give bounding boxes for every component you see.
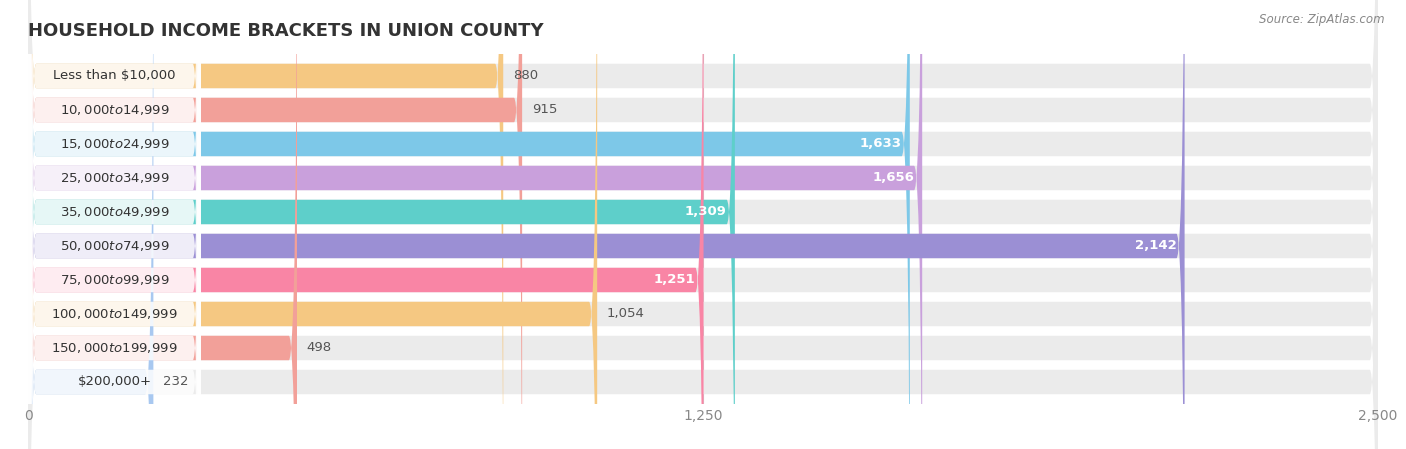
Text: HOUSEHOLD INCOME BRACKETS IN UNION COUNTY: HOUSEHOLD INCOME BRACKETS IN UNION COUNT… [28, 22, 544, 40]
Text: $15,000 to $24,999: $15,000 to $24,999 [59, 137, 169, 151]
Text: 1,656: 1,656 [872, 172, 914, 185]
FancyBboxPatch shape [28, 0, 1378, 449]
FancyBboxPatch shape [28, 0, 1378, 449]
FancyBboxPatch shape [28, 0, 1378, 449]
FancyBboxPatch shape [28, 0, 201, 449]
Text: Less than $10,000: Less than $10,000 [53, 70, 176, 83]
FancyBboxPatch shape [28, 0, 297, 449]
FancyBboxPatch shape [28, 0, 201, 449]
FancyBboxPatch shape [28, 0, 201, 449]
Text: 1,054: 1,054 [607, 308, 645, 321]
FancyBboxPatch shape [28, 0, 153, 449]
Text: 1,309: 1,309 [685, 206, 727, 219]
FancyBboxPatch shape [28, 0, 910, 449]
FancyBboxPatch shape [28, 0, 201, 449]
Text: 915: 915 [531, 103, 557, 116]
FancyBboxPatch shape [28, 0, 1378, 449]
FancyBboxPatch shape [28, 0, 201, 449]
Text: $25,000 to $34,999: $25,000 to $34,999 [59, 171, 169, 185]
Text: $100,000 to $149,999: $100,000 to $149,999 [51, 307, 177, 321]
FancyBboxPatch shape [28, 0, 703, 449]
FancyBboxPatch shape [28, 0, 1185, 449]
Text: $200,000+: $200,000+ [77, 375, 152, 388]
Text: 1,633: 1,633 [859, 137, 901, 150]
Text: $150,000 to $199,999: $150,000 to $199,999 [51, 341, 177, 355]
FancyBboxPatch shape [28, 0, 1378, 449]
FancyBboxPatch shape [28, 0, 201, 449]
FancyBboxPatch shape [28, 0, 1378, 449]
Text: 880: 880 [513, 70, 538, 83]
FancyBboxPatch shape [28, 0, 1378, 449]
FancyBboxPatch shape [28, 0, 201, 449]
FancyBboxPatch shape [28, 0, 503, 449]
FancyBboxPatch shape [28, 0, 1378, 449]
FancyBboxPatch shape [28, 0, 201, 449]
FancyBboxPatch shape [28, 0, 598, 449]
Text: $10,000 to $14,999: $10,000 to $14,999 [59, 103, 169, 117]
Text: $35,000 to $49,999: $35,000 to $49,999 [59, 205, 169, 219]
FancyBboxPatch shape [28, 0, 1378, 449]
Text: 232: 232 [163, 375, 188, 388]
Text: 2,142: 2,142 [1135, 239, 1177, 252]
FancyBboxPatch shape [28, 0, 735, 449]
Text: 498: 498 [307, 342, 332, 355]
FancyBboxPatch shape [28, 0, 922, 449]
FancyBboxPatch shape [28, 0, 1378, 449]
FancyBboxPatch shape [28, 0, 201, 449]
Text: $75,000 to $99,999: $75,000 to $99,999 [59, 273, 169, 287]
Text: 1,251: 1,251 [654, 273, 696, 286]
Text: $50,000 to $74,999: $50,000 to $74,999 [59, 239, 169, 253]
Text: Source: ZipAtlas.com: Source: ZipAtlas.com [1260, 13, 1385, 26]
FancyBboxPatch shape [28, 0, 201, 449]
FancyBboxPatch shape [28, 0, 522, 449]
